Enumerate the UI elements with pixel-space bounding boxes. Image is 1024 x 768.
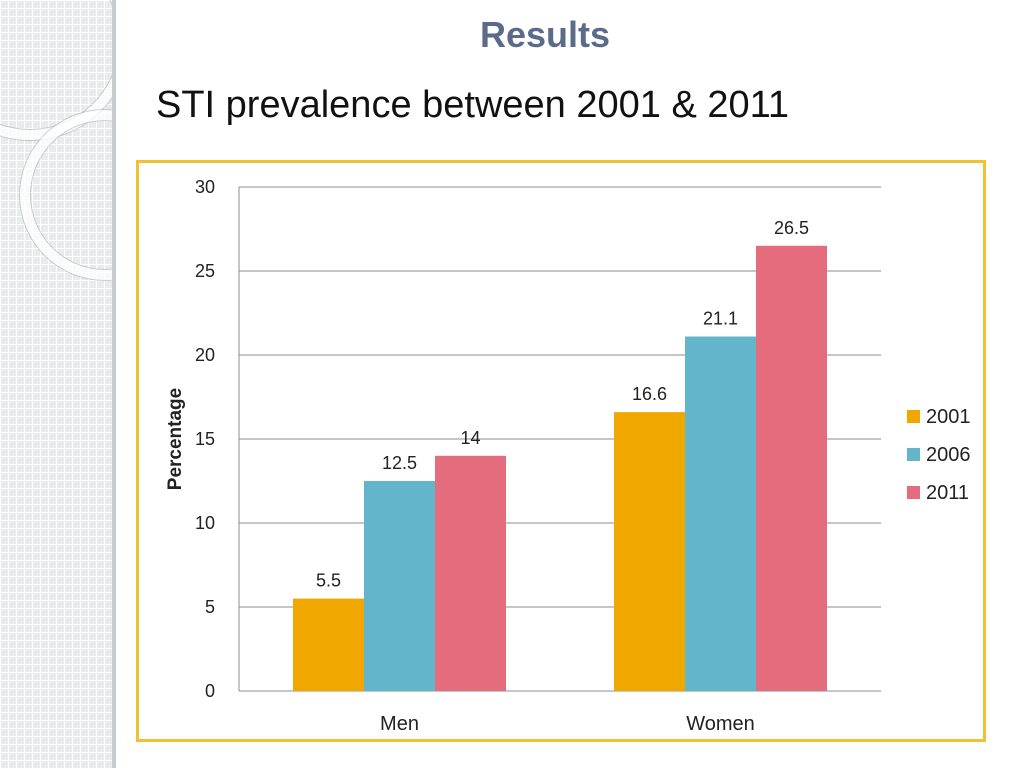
legend-entry: 2001 [926, 406, 971, 428]
y-tick-label: 0 [205, 681, 215, 701]
data-label: 14 [460, 428, 480, 448]
y-tick-label: 15 [195, 429, 215, 449]
bar-2006-men [364, 481, 435, 691]
bar-2001-women [614, 412, 685, 691]
data-label: 16.6 [632, 384, 667, 404]
y-tick-label: 20 [195, 345, 215, 365]
slide-title: Results [479, 14, 611, 55]
legend-entry: 2006 [926, 444, 971, 466]
decorative-side-panel [0, 0, 112, 768]
data-label: 21.1 [703, 309, 738, 329]
data-label: 26.5 [774, 218, 809, 238]
data-label: 12.5 [382, 453, 417, 473]
x-category-label: Women [686, 713, 755, 735]
legend-swatch-2011 [907, 486, 920, 499]
y-tick-label: 5 [205, 597, 215, 617]
y-tick-label: 25 [195, 261, 215, 281]
bar-2011-men [435, 455, 506, 691]
x-category-label: Men [380, 713, 419, 735]
data-label: 5.5 [316, 571, 341, 591]
slide-subtitle: STI prevalence between 2001 & 2011 [156, 84, 790, 126]
y-tick-label: 30 [195, 177, 215, 197]
side-panel-edge [112, 0, 116, 768]
legend-entry: 2011 [926, 482, 969, 504]
y-axis-label: Percentage [165, 388, 186, 490]
bar-2011-women [756, 245, 827, 692]
y-tick-label: 10 [195, 513, 215, 533]
bar-chart: 0 5 10 15 20 25 30 Percentage 5.5 12.5 14 Men 16.6 21… [165, 177, 971, 735]
legend-swatch-2001 [907, 410, 920, 423]
bar-2006-women [685, 336, 756, 691]
chart-frame: 0 5 10 15 20 25 30 Percentage 5.5 12.5 14 Men 16.6 21… [136, 160, 986, 742]
bar-2001-men [293, 598, 364, 691]
legend-swatch-2006 [907, 448, 920, 461]
